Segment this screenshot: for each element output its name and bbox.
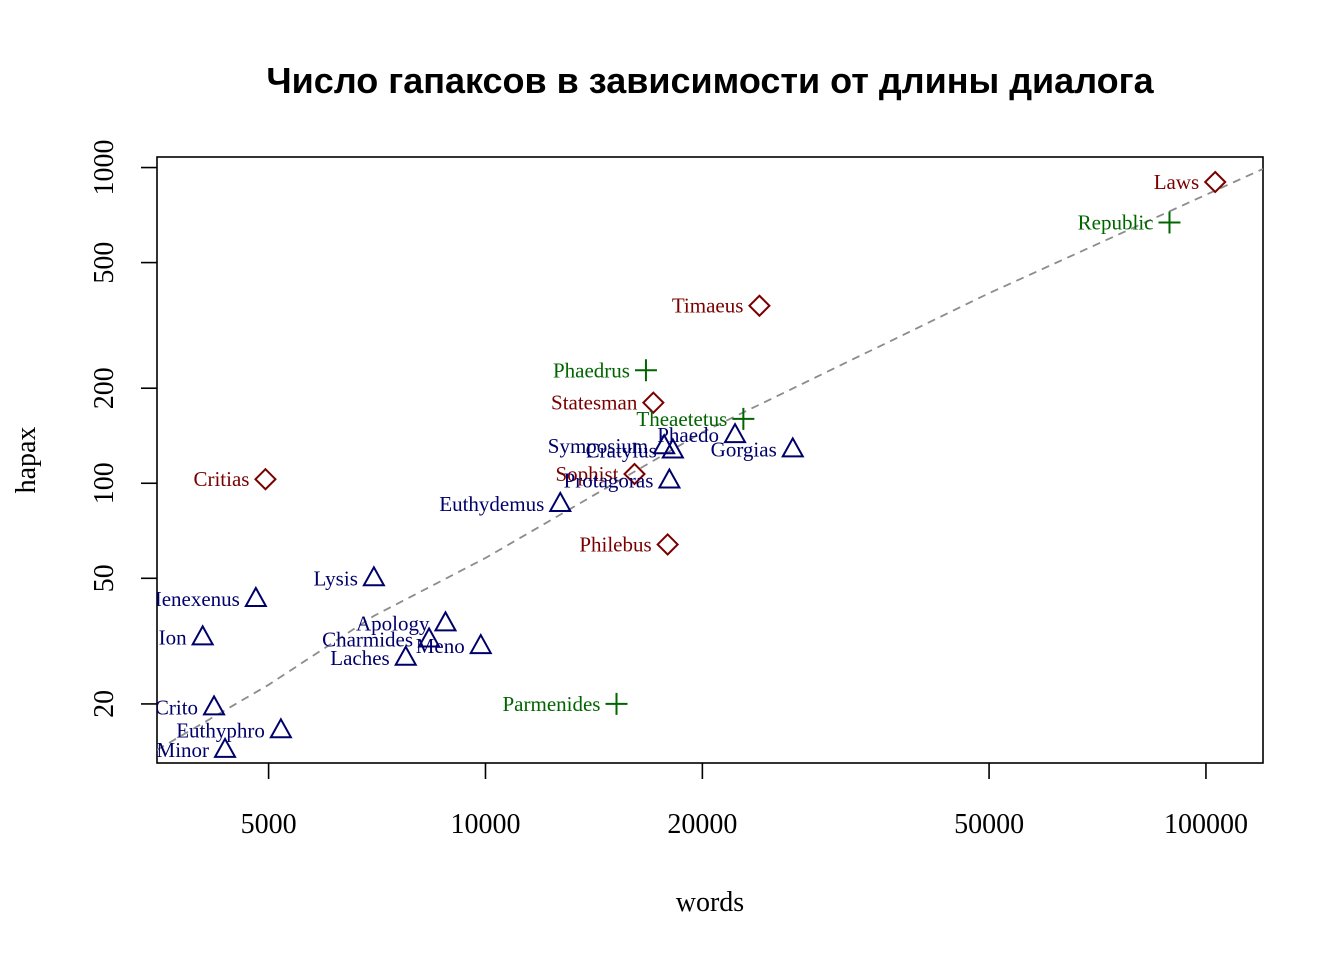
plus-marker bbox=[732, 407, 755, 430]
x-axis: 5000 10000 20000 50000 100000 bbox=[241, 763, 1248, 840]
y-tick-label: 500 bbox=[89, 242, 120, 284]
y-tick-label: 1000 bbox=[89, 140, 120, 196]
triangle-marker bbox=[469, 633, 493, 655]
point-label: Euthyphro bbox=[176, 718, 265, 742]
point-label: Symposium bbox=[548, 434, 648, 458]
triangle-marker bbox=[661, 437, 685, 459]
point-label: Apology bbox=[356, 611, 430, 635]
triangle-marker bbox=[190, 624, 215, 646]
point-label: Gorgias bbox=[711, 437, 777, 461]
point-label: Meno bbox=[416, 634, 465, 658]
diamond-marker bbox=[656, 533, 680, 556]
point-label: Critias bbox=[193, 467, 249, 491]
point-label: Statesman bbox=[551, 391, 638, 415]
triangle-marker bbox=[417, 626, 441, 648]
point-label: Phaedrus bbox=[553, 358, 630, 382]
y-tick-label: 200 bbox=[89, 367, 120, 409]
x-tick-label: 50000 bbox=[954, 809, 1024, 840]
triangle-marker bbox=[657, 467, 682, 489]
y-tick-label: 50 bbox=[89, 564, 120, 592]
x-tick-label: 20000 bbox=[667, 809, 737, 840]
x-tick-label: 100000 bbox=[1164, 809, 1248, 840]
y-tick-label: 100 bbox=[89, 462, 120, 504]
point-label: Philebus bbox=[579, 532, 651, 556]
y-tick-label: 20 bbox=[89, 690, 120, 718]
point-label: Lysis bbox=[314, 566, 358, 590]
diamond-marker bbox=[1203, 170, 1227, 194]
triangle-marker bbox=[781, 436, 805, 458]
triangle-marker bbox=[394, 644, 418, 666]
triangle-marker bbox=[213, 736, 237, 758]
x-tick-label: 10000 bbox=[450, 809, 520, 840]
point-label: Menexenus bbox=[143, 587, 240, 611]
trend-line bbox=[157, 168, 1263, 751]
point-label: Charmides bbox=[322, 627, 413, 651]
point-label: Ion bbox=[159, 625, 187, 649]
point-label: Hippias Minor bbox=[86, 738, 209, 762]
x-tick-label: 5000 bbox=[241, 809, 297, 840]
triangle-marker bbox=[202, 694, 226, 716]
point-label: Euthydemus bbox=[439, 492, 544, 516]
x-axis-label: words bbox=[676, 887, 744, 918]
triangle-marker bbox=[723, 422, 747, 444]
point-label: Laches bbox=[330, 646, 389, 670]
plus-marker bbox=[605, 692, 628, 715]
chart-title: Число гапаксов в зависимости от длины ди… bbox=[266, 60, 1154, 101]
point-label: Sophist bbox=[555, 462, 618, 486]
point-label: Republic bbox=[1078, 210, 1154, 234]
triangle-marker bbox=[548, 490, 572, 512]
point-label: Laws bbox=[1154, 170, 1200, 194]
diamond-marker bbox=[641, 391, 665, 415]
plus-marker bbox=[634, 359, 657, 382]
plus-marker bbox=[1158, 211, 1181, 234]
point-label: Theaetetus bbox=[636, 407, 727, 431]
point-label: Timaeus bbox=[672, 294, 744, 318]
y-axis: 20 50 100 200 500 1000 bbox=[89, 140, 157, 718]
point-label: Cratylus bbox=[586, 438, 657, 462]
y-axis-label: hapax bbox=[11, 427, 42, 494]
point-label: Crito bbox=[155, 695, 198, 719]
triangle-marker bbox=[244, 585, 268, 607]
diamond-marker bbox=[254, 467, 277, 491]
triangle-marker bbox=[269, 717, 293, 739]
point-label: Protagoras bbox=[564, 469, 654, 493]
triangle-marker bbox=[362, 565, 386, 587]
triangle-marker bbox=[433, 610, 458, 632]
plot-frame bbox=[156, 156, 1264, 764]
diamond-marker bbox=[623, 462, 646, 486]
point-label: Parmenides bbox=[503, 692, 601, 716]
diamond-marker bbox=[748, 294, 771, 318]
